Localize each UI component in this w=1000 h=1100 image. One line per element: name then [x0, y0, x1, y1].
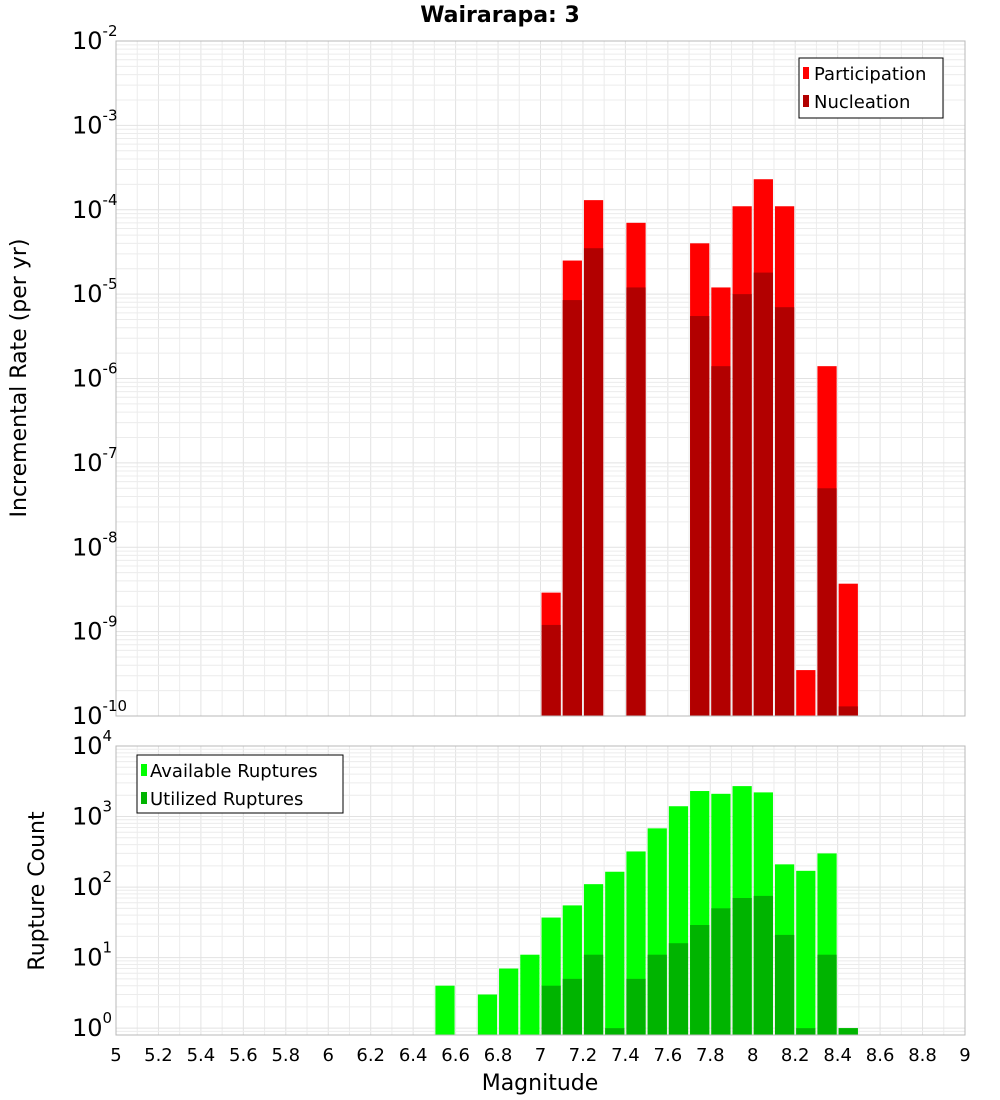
count-bar-utilized-ruptures	[647, 954, 667, 1035]
magnitude-tick-label: 7.6	[654, 1045, 683, 1066]
rate-legend-box	[798, 57, 944, 119]
rate-y-tick-label: 10-8	[72, 528, 118, 561]
count-bar-available-ruptures	[605, 871, 625, 1035]
count-legend: Available Ruptures Utilized Ruptures	[136, 754, 344, 814]
count-panel: 104 103 102 101 100 5 5.2 5.4 5.6 5.8 6 6.2 6.4 6.6 6…	[25, 727, 971, 1096]
count-y-tick-label: 101	[72, 939, 112, 972]
legend-swatch-utilized	[141, 792, 147, 804]
magnitude-tick-label: 5.8	[271, 1045, 300, 1066]
rate-bar-nucleation	[626, 287, 646, 716]
legend-label-utilized: Utilized Ruptures	[150, 789, 303, 810]
count-plot-frame	[115, 745, 966, 1036]
count-bar-utilized-ruptures	[774, 934, 795, 1035]
rate-bar-nucleation	[711, 366, 731, 716]
magnitude-tick-label: 8.2	[781, 1045, 810, 1066]
magnitude-tick-label: 6.4	[399, 1045, 428, 1066]
legend-label-participation: Participation	[814, 64, 926, 85]
count-bar-utilized-ruptures	[668, 943, 689, 1035]
count-y-tick-label: 103	[72, 798, 112, 831]
rate-y-axis-title: Incremental Rate (per yr)	[7, 239, 32, 518]
count-y-tick-labels: 104 103 102 101 100	[72, 727, 112, 1042]
count-bar-utilized-ruptures	[838, 1028, 858, 1035]
magnitude-tick-label: 7.8	[696, 1045, 725, 1066]
magnitude-tick-label: 5	[110, 1045, 121, 1066]
count-y-tick-label: 102	[72, 868, 112, 901]
magnitude-tick-label: 5.6	[229, 1045, 258, 1066]
count-bar-utilized-ruptures	[583, 954, 604, 1035]
rate-bar-nucleation	[774, 307, 795, 716]
magnitude-tick-label: 8	[747, 1045, 758, 1066]
rate-plot-frame	[115, 40, 966, 717]
rate-bar-nucleation	[753, 272, 773, 716]
count-bar-utilized-ruptures	[711, 908, 731, 1035]
magnitude-axis-title: Magnitude	[482, 1071, 599, 1096]
count-bar-available-ruptures	[520, 954, 540, 1035]
rate-bar-nucleation	[732, 294, 752, 716]
count-bar-utilized-ruptures	[626, 978, 646, 1035]
count-bar-available-ruptures	[435, 985, 455, 1035]
rate-y-tick-label: 10-10	[72, 697, 127, 730]
rate-y-tick-label: 10-3	[72, 106, 118, 139]
rate-bar-nucleation	[817, 488, 837, 716]
magnitude-tick-labels: 5 5.2 5.4 5.6 5.8 6 6.2 6.4 6.6 6.8 7 7.2 7.4 7.6 7.8 8…	[110, 1045, 970, 1066]
rate-y-tick-label: 10-5	[72, 275, 118, 308]
legend-label-nucleation: Nucleation	[814, 92, 910, 113]
rate-bar-nucleation	[583, 248, 604, 717]
count-bar-utilized-ruptures	[690, 925, 710, 1035]
magnitude-tick-label: 7.4	[611, 1045, 640, 1066]
rate-y-tick-label: 10-6	[72, 360, 118, 393]
magnitude-tick-label: 6.2	[356, 1045, 385, 1066]
magnitude-tick-label: 6	[323, 1045, 334, 1066]
magnitude-tick-label: 8.4	[823, 1045, 852, 1066]
count-bar-available-ruptures	[477, 994, 498, 1035]
count-bar-available-ruptures	[499, 968, 519, 1035]
rate-y-tick-label: 10-7	[72, 444, 118, 477]
rate-bar-nucleation	[838, 706, 858, 716]
count-y-tick-label: 104	[72, 727, 112, 760]
count-y-axis-title: Rupture Count	[25, 811, 50, 971]
magnitude-tick-label: 5.2	[144, 1045, 173, 1066]
rate-bar-nucleation	[541, 624, 561, 716]
magnitude-tick-label: 9	[959, 1045, 970, 1066]
rate-bars	[541, 179, 858, 717]
magnitude-tick-label: 6.8	[484, 1045, 513, 1066]
rate-y-tick-label: 10-9	[72, 613, 118, 646]
chart-title: Wairarapa: 3	[420, 3, 580, 28]
rate-grid	[115, 40, 966, 717]
count-bar-utilized-ruptures	[732, 898, 752, 1035]
rate-panel: 10-2 10-3 10-4 10-5 10-6 10-7 10-8 10-9 10-10 In…	[7, 22, 966, 730]
rate-bar-nucleation	[690, 316, 710, 716]
count-bar-utilized-ruptures	[753, 895, 773, 1035]
count-bar-utilized-ruptures	[605, 1028, 625, 1035]
magnitude-tick-label: 7	[535, 1045, 546, 1066]
count-bar-utilized-ruptures	[541, 985, 561, 1035]
magnitude-tick-label: 7.2	[569, 1045, 598, 1066]
legend-label-available: Available Ruptures	[150, 761, 318, 782]
legend-swatch-nucleation	[803, 95, 809, 107]
magnitude-tick-label: 5.4	[187, 1045, 216, 1066]
rate-y-tick-label: 10-4	[72, 191, 118, 224]
rate-bar-nucleation	[562, 300, 582, 716]
count-bar-utilized-ruptures	[796, 1028, 816, 1035]
legend-swatch-participation	[803, 67, 809, 79]
rate-legend: Participation Nucleation	[798, 57, 944, 119]
legend-swatch-available	[141, 764, 147, 776]
rate-y-tick-label: 10-2	[72, 22, 118, 55]
count-legend-box	[136, 754, 344, 814]
magnitude-tick-label: 8.6	[866, 1045, 895, 1066]
count-y-tick-label: 100	[72, 1009, 112, 1042]
magnitude-tick-label: 6.6	[441, 1045, 470, 1066]
rate-bar-participation	[838, 583, 858, 716]
magnitude-tick-label: 8.8	[908, 1045, 937, 1066]
count-bar-utilized-ruptures	[562, 978, 582, 1035]
rate-y-tick-labels: 10-2 10-3 10-4 10-5 10-6 10-7 10-8 10-9 10-10	[72, 22, 127, 730]
rate-bar-participation	[796, 670, 816, 716]
count-bar-utilized-ruptures	[817, 954, 837, 1035]
count-bars	[435, 786, 858, 1035]
count-bar-available-ruptures	[796, 870, 816, 1035]
